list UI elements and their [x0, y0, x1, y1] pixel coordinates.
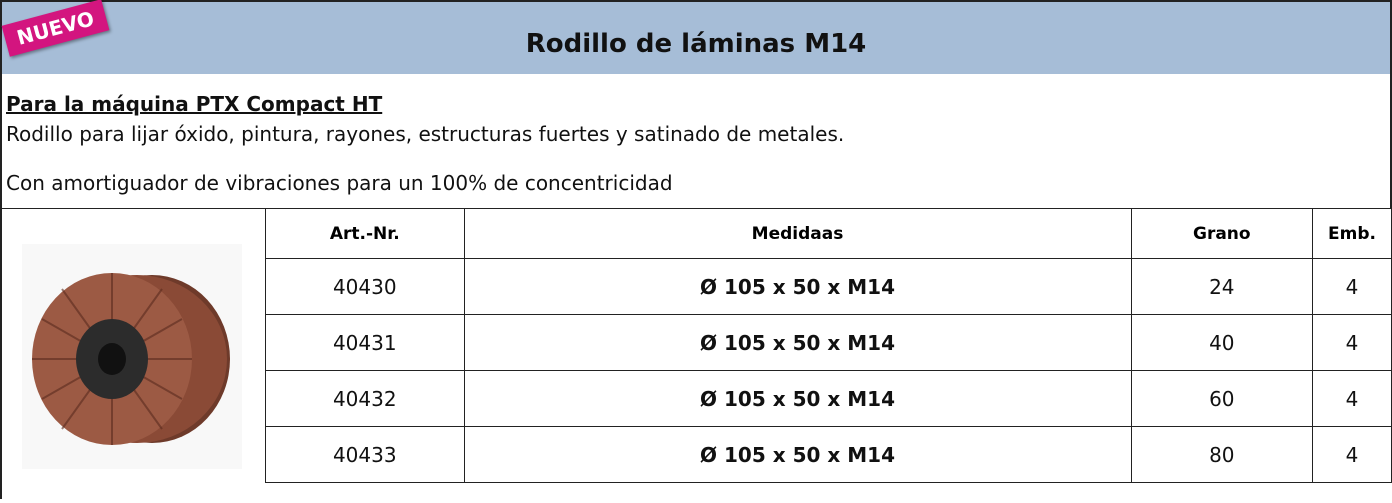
column-header: Medidaas — [463, 208, 1132, 259]
title: Rodillo de láminas M14 — [525, 29, 867, 59]
table-row: 40432 Ø 105 x 50 x M14 60 4 — [265, 370, 1392, 427]
table-cell: Ø 105 x 50 x M14 — [463, 370, 1132, 427]
subtitle: Para la máquina PTX Compact HT — [6, 92, 383, 116]
description: Con amortiguador de vibraciones para un … — [6, 171, 673, 195]
table-cell: 40430 — [265, 258, 465, 315]
column-header: Art.-Nr. — [265, 208, 465, 259]
table-cell: Ø 105 x 50 x M14 — [463, 314, 1132, 371]
table-cell: 40432 — [265, 370, 465, 427]
header-bar — [0, 0, 1392, 74]
table-row: 40431 Ø 105 x 50 x M14 40 4 — [265, 314, 1392, 371]
table-cell: 60 — [1130, 370, 1314, 427]
table-cell: 40 — [1130, 314, 1314, 371]
product-image — [22, 244, 242, 469]
table-cell: 40433 — [265, 426, 465, 483]
table-cell: 4 — [1312, 258, 1392, 315]
table-cell: Ø 105 x 50 x M14 — [463, 426, 1132, 483]
table-cell: 80 — [1130, 426, 1314, 483]
column-header: Grano — [1130, 208, 1314, 259]
table-cell: 4 — [1312, 370, 1392, 427]
table-cell: 40431 — [265, 314, 465, 371]
column-header: Emb. — [1312, 208, 1392, 259]
table-cell: Ø 105 x 50 x M14 — [463, 258, 1132, 315]
table-cell: 24 — [1130, 258, 1314, 315]
table-cell: 4 — [1312, 426, 1392, 483]
intro: Para la máquina PTX Compact HT Rodillo p… — [0, 74, 1392, 208]
table-row: 40433 Ø 105 x 50 x M14 80 4 — [265, 426, 1392, 483]
product-image-cell — [0, 208, 266, 499]
table-cell: 4 — [1312, 314, 1392, 371]
product-table: Art.-Nr. Medidaas Grano Emb. 40430 Ø 105 … — [265, 208, 1392, 483]
table-row: 40430 Ø 105 x 50 x M14 24 4 — [265, 258, 1392, 315]
description: Rodillo para lijar óxido, pintura, rayon… — [6, 122, 845, 146]
